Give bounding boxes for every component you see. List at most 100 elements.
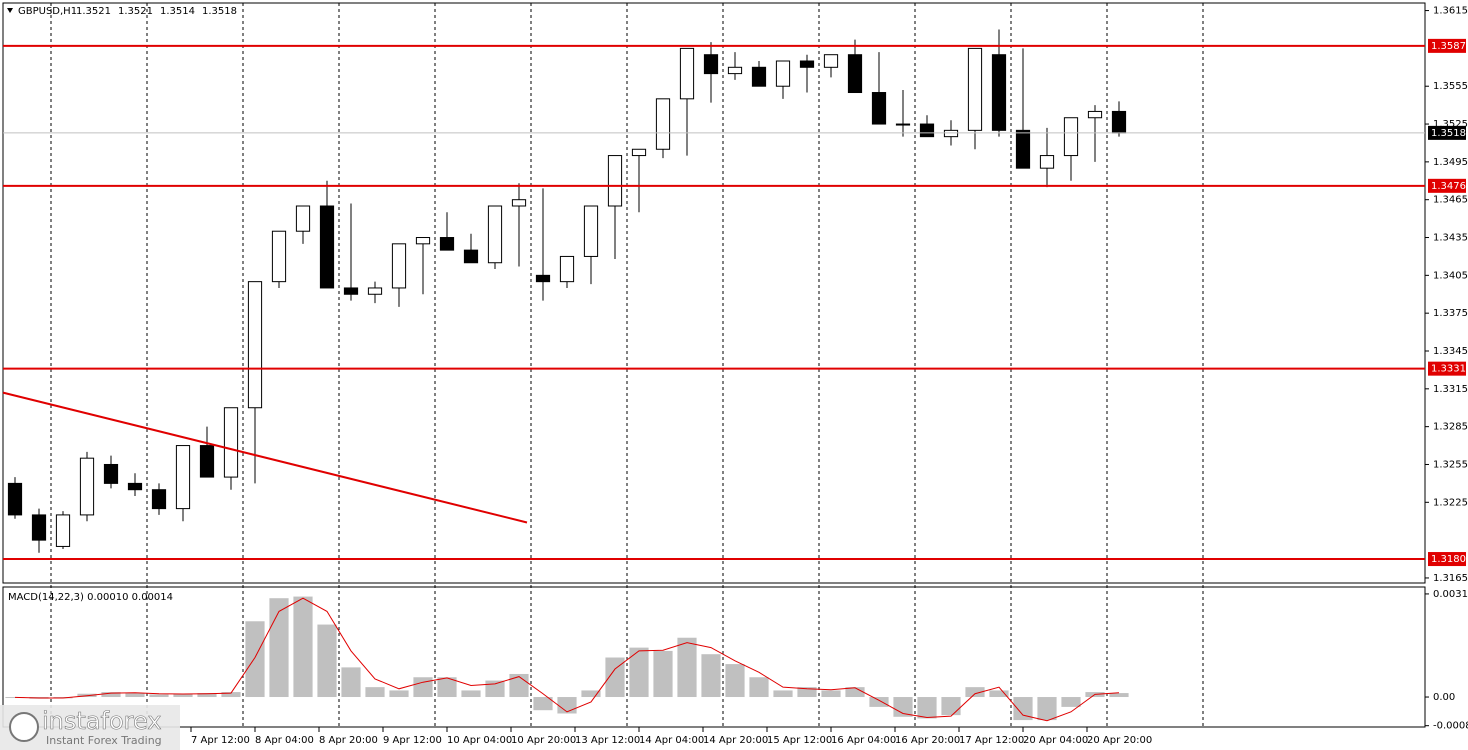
x-tick-label: 17 Apr 12:00 (959, 735, 1024, 746)
macd-bar (101, 692, 121, 698)
candle-body (535, 274, 551, 283)
y-tick-label: 1.3525 (1433, 119, 1468, 130)
macd-bar (197, 693, 217, 698)
candle-body (991, 54, 1007, 131)
macd-bar (1061, 697, 1081, 707)
candle-body (1015, 129, 1031, 169)
chart-title: GBPUSD,H1 (18, 6, 77, 17)
x-tick-label: 20 Apr 04:00 (1023, 735, 1088, 746)
candle-body (31, 514, 47, 541)
candle-body (79, 457, 95, 516)
x-tick-label: 15 Apr 12:00 (767, 735, 832, 746)
candle-body (919, 123, 935, 138)
candle-body (487, 205, 503, 264)
y-tick-label: -0.00087 (1433, 721, 1468, 732)
y-tick-label: 1.3345 (1433, 346, 1468, 357)
candle-body (1087, 110, 1103, 119)
level-label: 1.3331 (1431, 364, 1466, 375)
macd-bar (485, 680, 505, 698)
macd-bar (389, 690, 409, 698)
candle-body (7, 482, 23, 516)
macd-bar (221, 692, 241, 698)
candle-body (583, 205, 599, 257)
candle-body (223, 407, 239, 478)
macd-bar (557, 697, 577, 714)
macd-title: MACD(14,22,3) 0.00010 0.00014 (8, 592, 173, 603)
candle-body (847, 54, 863, 94)
candle-body (943, 129, 959, 138)
macd-bar (869, 697, 889, 707)
level-label: 1.3587 (1431, 41, 1466, 52)
candle-body (655, 98, 671, 150)
macd-bar (461, 690, 481, 698)
x-tick-label: 13 Apr 12:00 (575, 735, 640, 746)
macd-bar (629, 647, 649, 698)
y-tick-label: 1.3225 (1433, 497, 1468, 508)
candle-body (751, 66, 767, 87)
y-tick-label: 1.3255 (1433, 459, 1468, 470)
macd-bar (149, 694, 169, 698)
y-tick-label: 1.3435 (1433, 233, 1468, 244)
candle-body (631, 148, 647, 157)
macd-signal-line (14, 597, 1120, 722)
candle-body (775, 60, 791, 87)
macd-bar (797, 687, 817, 698)
watermark-tagline: Instant Forex Trading (46, 734, 162, 747)
ohlc-value: 1.3521 (118, 6, 153, 17)
macd-bar (605, 657, 625, 698)
macd-bar (125, 693, 145, 698)
y-tick-label: 1.3165 (1433, 573, 1468, 584)
level-box (1428, 552, 1466, 567)
candle-body (727, 66, 743, 75)
candle-body (679, 47, 695, 100)
macd-bar (917, 697, 937, 719)
y-tick-label: 1.3315 (1433, 384, 1468, 395)
macd-bar (701, 654, 721, 698)
x-tick-label: 10 Apr 04:00 (447, 735, 512, 746)
macd-bar (1109, 693, 1129, 698)
x-tick-label: 7 Apr 12:00 (191, 735, 250, 746)
title-marker (7, 8, 13, 13)
candle-body (1063, 117, 1079, 157)
y-tick-label: 1.3555 (1433, 81, 1468, 92)
watermark-logo: instaforex (42, 707, 162, 735)
candle-body (343, 287, 359, 295)
macd-bar (941, 697, 961, 716)
level-box (1428, 178, 1466, 193)
candle-body (367, 287, 383, 295)
macd-bar (437, 677, 457, 698)
macd-bar (173, 693, 193, 698)
x-tick-label: 16 Apr 20:00 (895, 735, 960, 746)
candle-body (463, 249, 479, 264)
macd-bar (965, 687, 985, 698)
ohlc-value: 1.3514 (160, 6, 195, 17)
candle-body (55, 514, 71, 547)
trend-line (2, 391, 528, 524)
candle-body (439, 237, 455, 251)
candle-body (247, 281, 263, 409)
level-label: 1.3180 (1431, 554, 1466, 565)
y-tick-label: 1.3285 (1433, 422, 1468, 433)
ohlc-value: 1.3518 (202, 6, 237, 17)
candle-body (967, 47, 983, 131)
candle-body (559, 255, 575, 283)
macd-bar (725, 664, 745, 698)
macd-bar (533, 697, 553, 711)
candle-body (199, 445, 215, 478)
y-tick-label: 0.00 (1433, 692, 1455, 703)
candle-body (271, 230, 287, 283)
x-tick-label: 14 Apr 20:00 (703, 735, 768, 746)
macd-bar (893, 697, 913, 717)
candle-body (799, 60, 815, 68)
candle-body (319, 205, 335, 289)
candle-body (1039, 155, 1055, 169)
y-tick-label: 1.3465 (1433, 195, 1468, 206)
current-price-box (1428, 125, 1466, 140)
macd-bar (413, 677, 433, 698)
macd-bar (821, 690, 841, 698)
macd-bar (269, 598, 289, 698)
macd-bar (245, 621, 265, 698)
macd-bar (317, 624, 337, 698)
y-tick-label: 0.00313 (1433, 589, 1468, 600)
